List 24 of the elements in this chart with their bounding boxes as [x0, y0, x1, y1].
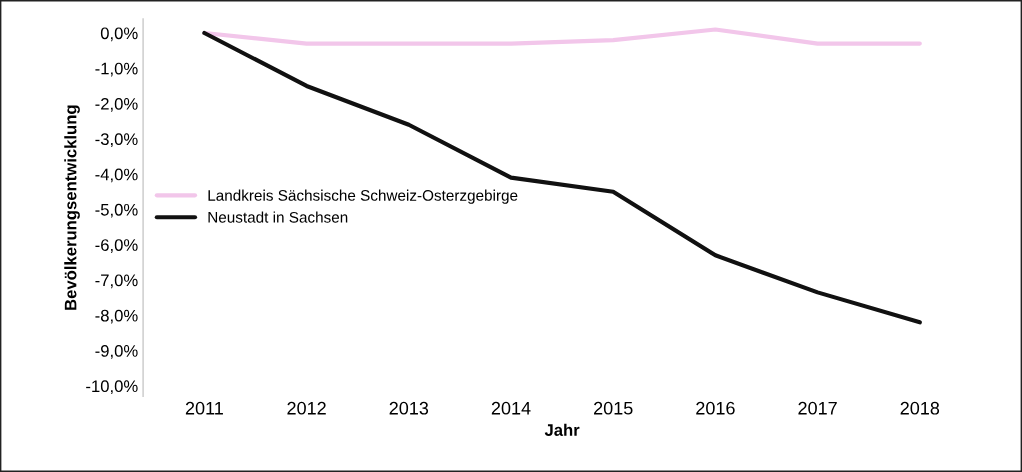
- legend-label: Landkreis Sächsische Schweiz-Osterzgebirge: [208, 189, 518, 204]
- x-axis-title: Jahr: [544, 423, 580, 436]
- y-tick-label: -7,0%: [95, 274, 138, 289]
- x-tick-label: 2018: [900, 401, 940, 415]
- y-axis-title: Bevölkerungsentwicklung: [64, 105, 80, 310]
- x-tick-label: 2013: [389, 401, 429, 415]
- x-tick-label: 2011: [185, 401, 223, 415]
- y-tick-label: -9,0%: [95, 345, 138, 359]
- x-tick-label: 2012: [287, 401, 326, 415]
- y-tick-label: 0,0%: [100, 27, 138, 42]
- x-tick-label: 2017: [798, 401, 837, 415]
- x-tick-label: 2014: [491, 401, 531, 415]
- x-tick-label: 2016: [696, 401, 735, 415]
- y-tick-label: -6,0%: [95, 239, 138, 253]
- y-tick-label: -2,0%: [95, 97, 138, 112]
- y-tick-label: -5,0%: [95, 203, 138, 218]
- y-tick-label: -1,0%: [95, 62, 138, 77]
- x-tick-label: 2015: [594, 401, 633, 415]
- line-series: [202, 30, 922, 325]
- y-tick-label: -8,0%: [95, 309, 138, 324]
- y-tick-label: -3,0%: [95, 133, 138, 148]
- legend-label: Neustadt in Sachsen: [208, 211, 348, 223]
- y-tick-label: -10,0%: [86, 380, 138, 395]
- y-tick-label: -4,0%: [95, 168, 138, 183]
